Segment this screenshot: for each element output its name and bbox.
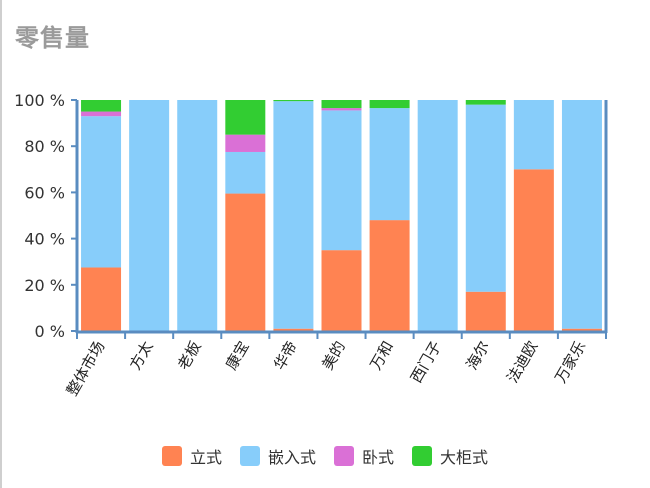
bar-segment — [81, 116, 122, 268]
bar-segment — [273, 100, 314, 102]
y-tick-label: 100 % — [14, 91, 65, 110]
x-tick-label: 海尔 — [463, 338, 494, 373]
x-tick-label: 万和 — [366, 338, 397, 373]
x-tick-label: 老板 — [174, 338, 205, 373]
y-tick-label: 20 % — [24, 276, 65, 295]
legend: 立式 嵌入式 卧式 大柜式 — [0, 444, 650, 468]
legend-swatch — [239, 446, 260, 466]
bar-segment — [81, 100, 122, 112]
bar-segment — [321, 108, 362, 111]
x-tick-label: 万家乐 — [551, 338, 589, 386]
x-tick-label: 美的 — [318, 338, 349, 373]
legend-label: 卧式 — [362, 448, 395, 467]
y-tick-label: 0 % — [35, 322, 65, 341]
left-border — [0, 0, 2, 488]
bar-segment — [273, 328, 314, 331]
bar-segment — [369, 100, 410, 109]
bar-segment — [81, 267, 122, 331]
y-tick-label: 80 % — [24, 137, 65, 156]
bar-segment — [273, 101, 314, 329]
bar-segment — [417, 100, 458, 331]
x-tick-label: 华帝 — [270, 338, 301, 373]
y-tick-label: 60 % — [24, 183, 65, 202]
bar-segment — [321, 250, 362, 331]
bar-segment — [129, 100, 170, 331]
bar-segment — [321, 100, 362, 109]
bar-segment — [465, 291, 506, 331]
legend-item[interactable]: 嵌入式 — [239, 444, 316, 468]
bar-segment — [369, 108, 410, 221]
bar-segment — [225, 134, 266, 152]
legend-item[interactable]: 卧式 — [334, 444, 394, 468]
x-tick-label: 方太 — [126, 338, 157, 373]
y-tick-label: 40 % — [24, 230, 65, 249]
stacked-bar-chart: 0 % 20 % 40 % 60 % 80 % 100 % 整体市场 方太 老板 康宝 华帝 美的 万和… — [14, 91, 608, 399]
bar-segment — [225, 151, 266, 194]
legend-swatch — [412, 446, 433, 466]
bar-segment — [513, 100, 554, 170]
legend-swatch — [334, 446, 354, 466]
bar-segment — [369, 220, 410, 331]
bar-segment — [465, 104, 506, 292]
bar-segment — [561, 328, 602, 331]
x-tick-label: 法迪欧 — [503, 338, 541, 386]
legend-item[interactable]: 大柜式 — [412, 444, 488, 468]
x-tick-label: 西门子 — [407, 338, 445, 386]
legend-label: 嵌入式 — [267, 448, 316, 467]
bar-segment — [513, 169, 554, 331]
chart-title: 零售量 — [15, 24, 90, 52]
bar-segment — [321, 110, 362, 251]
x-tick-label: 整体市场 — [63, 338, 109, 399]
legend-item[interactable]: 立式 — [161, 444, 222, 468]
bar-segment — [561, 100, 602, 329]
bar-segment — [225, 100, 266, 135]
legend-label: 立式 — [189, 448, 222, 467]
bar-segment — [465, 100, 506, 105]
bar-segment — [225, 193, 266, 331]
legend-label: 大柜式 — [440, 448, 489, 467]
x-tick-label: 康宝 — [222, 338, 253, 373]
legend-swatch — [161, 446, 182, 466]
bar-segment — [177, 100, 218, 331]
bar-segment — [81, 111, 122, 117]
